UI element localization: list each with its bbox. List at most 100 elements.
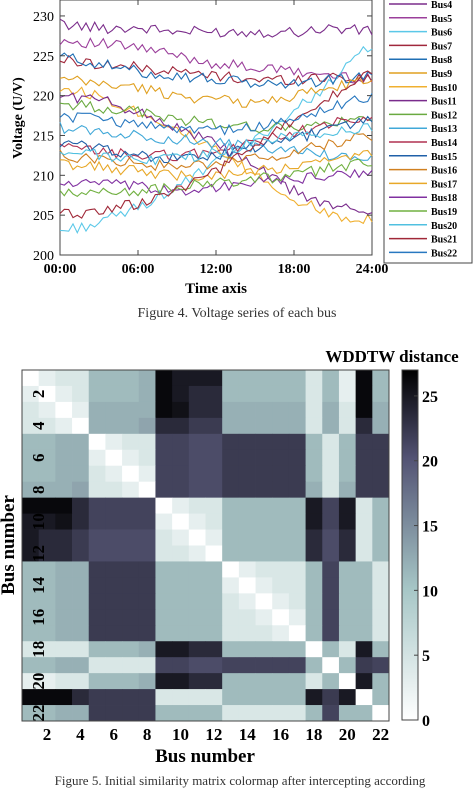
heatmap-cell	[238, 417, 256, 435]
heatmap-cell	[355, 449, 373, 467]
heatmap-cell	[205, 577, 223, 594]
heatmap-cell	[122, 370, 140, 387]
heatmap-cell	[222, 449, 240, 467]
heatmap-cell	[22, 673, 40, 690]
heatmap-cell	[288, 593, 306, 610]
heatmap-cell	[355, 641, 373, 658]
heatmap-cell	[322, 641, 340, 658]
heatmap-cell	[138, 401, 156, 419]
heatmap-cell	[22, 641, 40, 658]
heatmap-cell	[288, 705, 306, 722]
heatmap-cell	[72, 481, 90, 499]
heatmap-cell	[222, 545, 240, 562]
heatmap-cell	[222, 657, 240, 674]
heatmap-cell	[305, 657, 323, 674]
heatmap-cell	[272, 545, 290, 562]
heatmap-cell	[122, 625, 140, 642]
heatmap-cell	[38, 449, 56, 467]
heatmap-cell	[288, 609, 306, 626]
heatmap-cell	[272, 593, 290, 610]
heatmap-cell	[22, 657, 40, 674]
heatmap-cell	[122, 465, 140, 483]
x-tick-label: 18:00	[278, 262, 311, 277]
heatmap-cell	[338, 593, 357, 610]
heatmap-cell	[122, 561, 140, 578]
series-lines	[59, 18, 373, 234]
heatmap-cell	[305, 417, 323, 435]
heatmap-cells	[22, 370, 390, 722]
heatmap-cell	[255, 641, 273, 658]
heatmap-cell	[188, 593, 206, 610]
heatmap-cell	[355, 561, 373, 578]
heatmap-cell	[288, 561, 306, 578]
heatmap-x-tick-label: 8	[143, 725, 152, 744]
heatmap-y-tick-label: 14	[29, 576, 48, 594]
legend-label-bus5: Bus5	[431, 14, 452, 25]
heatmap-cell	[205, 673, 223, 690]
heatmap-cell	[255, 417, 273, 435]
heatmap-cell	[38, 577, 56, 594]
heatmap-cell	[22, 433, 40, 451]
series-line-bus16	[59, 132, 373, 172]
heatmap-cell	[305, 497, 323, 514]
heatmap-y-tick-label: 18	[29, 641, 48, 658]
y-tick-label: 210	[33, 169, 54, 184]
heatmap-cell	[22, 449, 40, 467]
heatmap-cell	[22, 497, 40, 514]
heatmap-cell	[322, 433, 340, 451]
heatmap-cell	[172, 641, 190, 658]
heatmap-cell	[372, 401, 390, 419]
heatmap-cell	[322, 513, 340, 530]
heatmap-cell	[272, 465, 290, 483]
heatmap-cell	[372, 545, 390, 562]
heatmap-cell	[88, 497, 106, 514]
heatmap-cell	[138, 545, 156, 562]
heatmap-cell	[188, 417, 206, 435]
heatmap-cell	[122, 657, 140, 674]
heatmap-cell	[272, 370, 290, 387]
heatmap-cell	[222, 401, 240, 419]
heatmap-cell	[88, 481, 106, 499]
heatmap-cell	[305, 385, 323, 403]
heatmap-cell	[322, 705, 340, 722]
heatmap-cell	[322, 545, 340, 562]
heatmap-cell	[138, 641, 156, 658]
heatmap-cell	[238, 401, 256, 419]
heatmap-cell	[322, 625, 340, 642]
heatmap-cell	[38, 401, 56, 419]
heatmap-cell	[155, 593, 173, 610]
colorbar-tick-label: 5	[422, 648, 430, 665]
heatmap-cell	[372, 433, 390, 451]
heatmap-cell	[222, 673, 240, 690]
heatmap-cell	[172, 689, 190, 706]
heatmap-cell	[322, 593, 340, 610]
heatmap-x-ticks: 2 4 6 8 10 12 14 16 18 20 22	[43, 725, 389, 744]
heatmap-cell	[122, 449, 140, 467]
heatmap-y-ticks: 2 4 6 8 10 12 14 16 18 20 22	[29, 390, 48, 722]
heatmap-cell	[155, 449, 173, 467]
heatmap-cell	[188, 385, 206, 403]
heatmap-cell	[372, 641, 390, 658]
heatmap-cell	[188, 433, 206, 451]
heatmap-cell	[272, 577, 290, 594]
heatmap-cell	[172, 561, 190, 578]
heatmap-cell	[238, 481, 256, 499]
heatmap-cell	[188, 561, 206, 578]
y-axis-label: Voltage (U/V)	[11, 77, 26, 159]
heatmap-cell	[122, 673, 140, 690]
legend	[383, 0, 473, 264]
heatmap-cell	[188, 609, 206, 626]
heatmap-cell	[322, 465, 340, 483]
heatmap-cell	[105, 481, 123, 499]
heatmap-cell	[55, 561, 73, 578]
heatmap-cell	[55, 625, 73, 642]
legend-label-bus19: Bus19	[431, 207, 457, 218]
heatmap-cell	[22, 481, 40, 499]
heatmap-cell	[88, 641, 106, 658]
heatmap-cell	[72, 449, 90, 467]
heatmap-cell	[288, 641, 306, 658]
heatmap-cell	[272, 641, 290, 658]
heatmap-cell	[88, 370, 106, 387]
heatmap-cell	[355, 465, 373, 483]
heatmap-cell	[122, 609, 140, 626]
